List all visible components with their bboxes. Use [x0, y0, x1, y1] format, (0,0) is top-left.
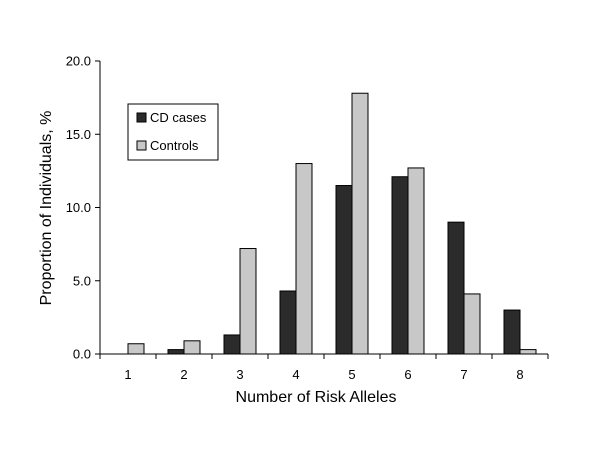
x-tick-label: 2 [180, 367, 187, 382]
bar-cd-cases-7 [447, 221, 465, 355]
x-ticks-group: 1 2 3 4 5 6 7 8 [99, 354, 549, 382]
x-tick-label: 3 [236, 367, 243, 382]
y-tick-label: 20.0 [66, 54, 91, 69]
y-tick-label: 15.0 [66, 127, 91, 142]
bar-cd-cases-2 [167, 349, 185, 355]
bars-group [127, 92, 537, 355]
legend-label-controls: Controls [150, 138, 199, 153]
bar-cd-cases-6 [391, 176, 409, 355]
bar-cd-cases-5 [335, 185, 353, 355]
bar-controls-2 [183, 340, 201, 355]
x-tick-label: 6 [404, 367, 411, 382]
legend-swatch-cd-cases [136, 112, 147, 123]
bar-cd-cases-4 [279, 290, 297, 355]
bar-cd-cases-8 [503, 309, 521, 355]
legend: CD cases Controls [127, 103, 219, 161]
x-tick-label: 5 [348, 367, 355, 382]
bar-controls-6 [407, 167, 425, 355]
bar-controls-1 [127, 343, 145, 355]
legend-swatch-controls [136, 140, 147, 151]
legend-label-cd-cases: CD cases [150, 110, 207, 125]
y-tick-label: 0.0 [73, 347, 91, 362]
x-tick-label: 4 [292, 367, 299, 382]
y-tick-label: 10.0 [66, 200, 91, 215]
bar-controls-5 [351, 92, 369, 355]
bar-controls-4 [295, 163, 313, 355]
y-tick-label: 5.0 [73, 273, 91, 288]
bar-controls-7 [463, 293, 481, 355]
y-ticks-group: 0.0 5.0 10.0 15.0 20.0 [66, 54, 100, 362]
x-axis-title: Number of Risk Alleles [236, 389, 397, 406]
bar-controls-3 [239, 248, 257, 355]
bar-controls-8 [519, 349, 537, 355]
x-tick-label: 1 [124, 367, 131, 382]
x-tick-label: 7 [460, 367, 467, 382]
y-axis-title: Proportion of Individuals, % [38, 111, 55, 306]
bar-cd-cases-3 [223, 334, 241, 355]
x-tick-label: 8 [516, 367, 523, 382]
